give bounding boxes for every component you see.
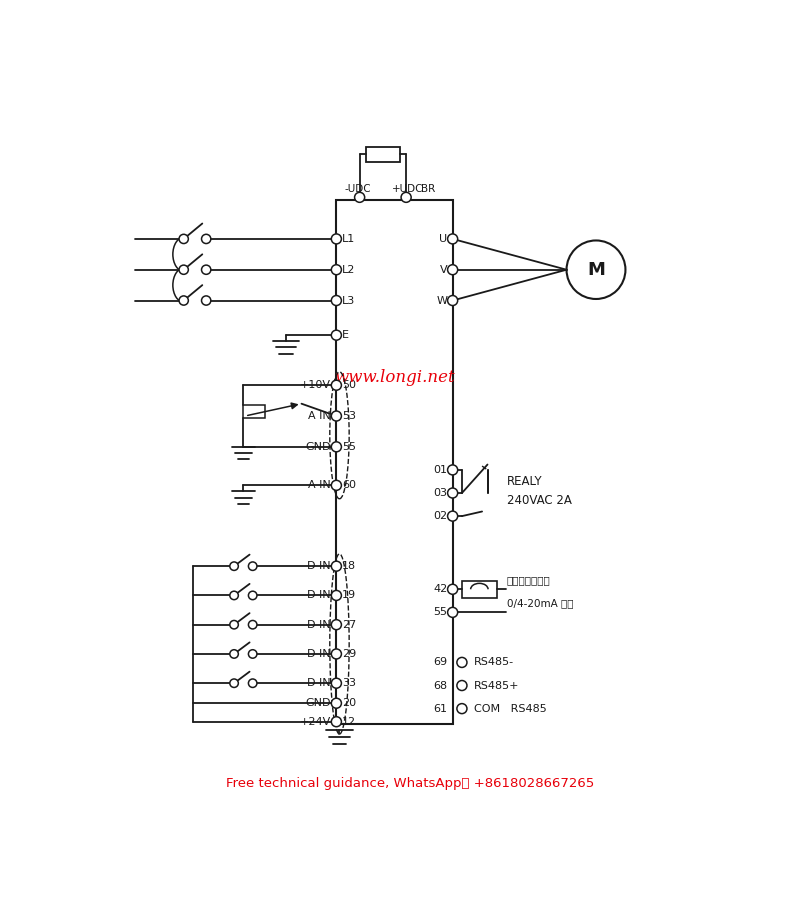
Bar [462, 581, 497, 598]
Text: D IN: D IN [307, 620, 331, 630]
Circle shape [249, 621, 257, 629]
Text: 53: 53 [342, 411, 356, 421]
Text: -UDC: -UDC [345, 184, 371, 194]
Text: A IN: A IN [308, 411, 331, 421]
Circle shape [249, 561, 257, 571]
Text: REALY: REALY [507, 475, 542, 488]
Circle shape [331, 380, 342, 390]
Text: 68: 68 [433, 680, 447, 690]
Text: 0/4-20mA 输出: 0/4-20mA 输出 [507, 598, 574, 608]
Circle shape [331, 717, 342, 727]
Circle shape [249, 592, 257, 600]
Text: 27: 27 [342, 620, 356, 630]
Text: 20: 20 [342, 698, 356, 708]
Text: 61: 61 [434, 704, 447, 714]
Text: 18: 18 [342, 561, 356, 572]
Text: 69: 69 [433, 657, 447, 667]
Text: GND: GND [306, 442, 331, 452]
Circle shape [179, 296, 188, 305]
Circle shape [447, 511, 458, 521]
Text: L2: L2 [342, 265, 355, 275]
Circle shape [230, 561, 238, 571]
Text: 29: 29 [342, 649, 356, 659]
Circle shape [401, 193, 411, 203]
Bar [243, 405, 265, 417]
Circle shape [331, 331, 342, 341]
Circle shape [447, 234, 458, 244]
Text: D IN: D IN [307, 591, 331, 601]
Text: 模拟信号输出端: 模拟信号输出端 [507, 575, 550, 585]
Text: 55: 55 [434, 607, 447, 617]
Text: L1: L1 [342, 234, 355, 244]
Circle shape [447, 607, 458, 617]
Circle shape [331, 620, 342, 630]
Text: 60: 60 [342, 480, 356, 490]
Text: 01: 01 [434, 465, 447, 475]
Text: +UDC: +UDC [392, 184, 423, 194]
Circle shape [447, 488, 458, 498]
Text: D IN: D IN [307, 561, 331, 572]
Circle shape [249, 679, 257, 687]
Text: 50: 50 [342, 380, 356, 390]
Text: GND: GND [306, 698, 331, 708]
Bar [366, 146, 400, 162]
Text: RS485-: RS485- [474, 657, 514, 667]
Circle shape [331, 649, 342, 659]
Bar [336, 201, 453, 724]
Circle shape [230, 679, 238, 687]
Circle shape [179, 265, 188, 274]
Text: COM   RS485: COM RS485 [474, 704, 547, 714]
Text: 42: 42 [433, 584, 447, 594]
Text: 19: 19 [342, 591, 356, 601]
Circle shape [331, 591, 342, 601]
Text: 03: 03 [434, 488, 447, 498]
Circle shape [447, 265, 458, 275]
Text: Free technical guidance, WhatsApp： +8618028667265: Free technical guidance, WhatsApp： +8618… [226, 777, 594, 790]
Text: www.longi.net: www.longi.net [334, 369, 455, 386]
Circle shape [457, 704, 467, 714]
Text: 12: 12 [342, 717, 356, 727]
Circle shape [202, 296, 211, 305]
Circle shape [331, 234, 342, 244]
Circle shape [331, 411, 342, 421]
Circle shape [331, 442, 342, 452]
Text: RS485+: RS485+ [474, 680, 520, 690]
Text: U: U [439, 234, 447, 244]
Circle shape [354, 193, 365, 203]
Circle shape [331, 561, 342, 572]
Circle shape [230, 592, 238, 600]
Circle shape [331, 678, 342, 688]
Circle shape [331, 480, 342, 490]
Circle shape [447, 296, 458, 306]
Text: 55: 55 [342, 442, 356, 452]
Text: E: E [342, 331, 349, 341]
Circle shape [230, 650, 238, 658]
Text: W: W [436, 296, 447, 306]
Circle shape [331, 698, 342, 708]
Circle shape [331, 296, 342, 306]
Text: L3: L3 [342, 296, 355, 306]
Text: 02: 02 [433, 511, 447, 521]
Text: +24V: +24V [300, 717, 331, 727]
Circle shape [331, 265, 342, 275]
Circle shape [447, 584, 458, 594]
Circle shape [249, 650, 257, 658]
Text: D IN: D IN [307, 678, 331, 688]
Text: M: M [587, 261, 605, 278]
Text: V: V [439, 265, 447, 275]
Circle shape [230, 621, 238, 629]
Circle shape [457, 657, 467, 667]
Text: 240VAC 2A: 240VAC 2A [507, 494, 572, 508]
Text: D IN: D IN [307, 649, 331, 659]
Circle shape [202, 265, 211, 274]
Text: A IN: A IN [308, 480, 331, 490]
Text: +10V: +10V [300, 380, 331, 390]
Circle shape [447, 465, 458, 475]
Circle shape [179, 235, 188, 244]
Circle shape [202, 235, 211, 244]
Text: BR: BR [421, 184, 435, 194]
Text: 33: 33 [342, 678, 356, 688]
Circle shape [457, 680, 467, 690]
